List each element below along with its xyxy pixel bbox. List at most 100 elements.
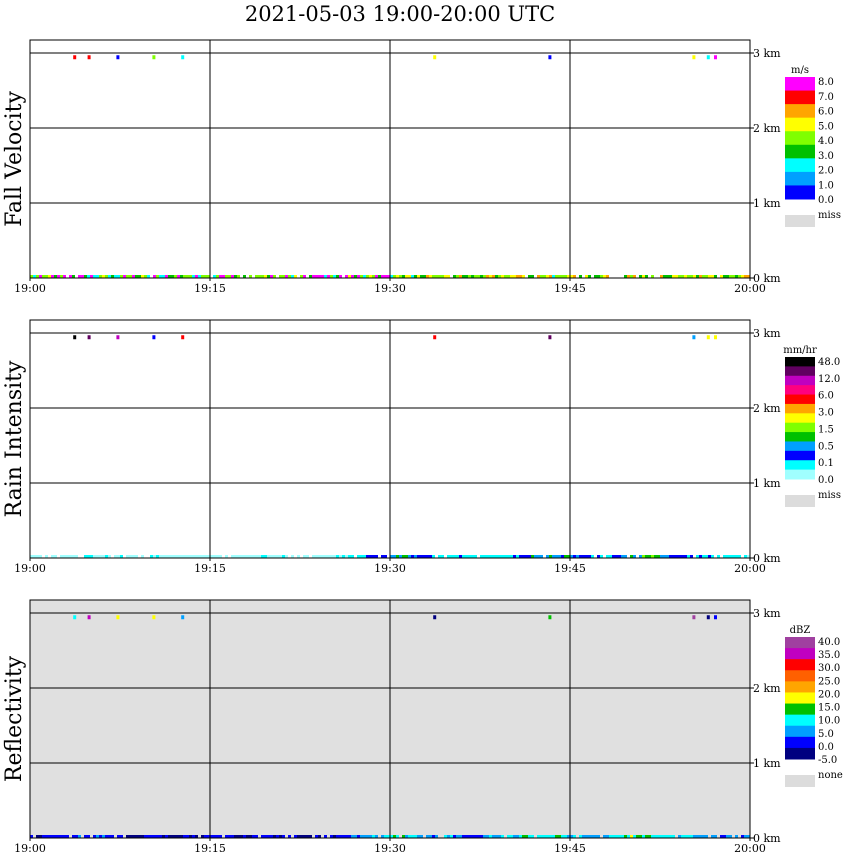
heatmap-cell <box>393 555 396 558</box>
heatmap-cell <box>702 835 705 838</box>
heatmap-cell <box>630 275 633 278</box>
heatmap-cell <box>174 835 177 838</box>
heatmap-cell <box>570 275 573 278</box>
heatmap-cell <box>144 275 147 278</box>
y-tick-label: 0 km <box>753 552 781 565</box>
heatmap-cell <box>231 555 234 558</box>
heatmap-cell <box>102 275 105 278</box>
heatmap-cell <box>255 275 258 278</box>
heatmap-cell <box>441 555 444 558</box>
heatmap-cell <box>183 835 186 838</box>
heatmap-cell <box>42 835 45 838</box>
colorbar-label: 20.0 <box>818 689 840 700</box>
colorbar-label: 35.0 <box>818 650 840 661</box>
colorbar-label: 5.0 <box>818 121 834 132</box>
heatmap-cell <box>744 275 747 278</box>
heatmap-cell <box>180 555 183 558</box>
heatmap-cell <box>450 555 453 558</box>
heatmap-cell <box>219 555 222 558</box>
heatmap-cell <box>525 555 528 558</box>
heatmap-cell <box>669 275 672 278</box>
heatmap-cell <box>585 835 588 838</box>
heatmap-cell <box>714 835 717 838</box>
heatmap-cell <box>426 835 429 838</box>
heatmap-cell <box>687 275 690 278</box>
heatmap-cell <box>117 275 120 278</box>
heatmap-cell <box>438 275 441 278</box>
heatmap-cell <box>396 835 399 838</box>
heatmap-cell <box>744 835 747 838</box>
heatmap-cell <box>444 275 447 278</box>
heatmap-cell <box>528 555 531 558</box>
heatmap-cell <box>414 555 417 558</box>
heatmap-cell <box>102 835 105 838</box>
heatmap-cell <box>645 835 648 838</box>
heatmap-cell <box>90 275 93 278</box>
heatmap-cell <box>114 555 117 558</box>
heatmap-cell <box>96 835 99 838</box>
heatmap-cell <box>333 275 336 278</box>
heatmap-cell <box>348 555 351 558</box>
heatmap-cell <box>63 275 66 278</box>
heatmap-cell <box>639 835 642 838</box>
heatmap-cell <box>303 275 306 278</box>
heatmap-cell <box>570 555 573 558</box>
heatmap-cell <box>192 835 195 838</box>
y-tick-label: 3 km <box>753 607 781 620</box>
heatmap-cell <box>210 555 213 558</box>
x-tick-label: 19:30 <box>374 562 406 575</box>
heatmap-cell <box>87 615 91 620</box>
colorbar-label: 25.0 <box>818 676 840 687</box>
heatmap-cell <box>447 835 450 838</box>
heatmap-cell <box>45 275 48 278</box>
heatmap-cell <box>321 555 324 558</box>
heatmap-cell <box>333 555 336 558</box>
heatmap-cell <box>198 555 201 558</box>
heatmap-cell <box>252 555 255 558</box>
colorbar-label: 7.0 <box>818 92 834 103</box>
heatmap-cell <box>522 555 525 558</box>
heatmap-cell <box>153 555 156 558</box>
colorbar-swatch <box>785 725 815 738</box>
heatmap-cell <box>693 275 696 278</box>
heatmap-cell <box>336 275 339 278</box>
heatmap-cell <box>507 555 510 558</box>
heatmap-cell <box>201 555 204 558</box>
heatmap-cell <box>309 835 312 838</box>
heatmap-cell <box>363 555 366 558</box>
heatmap-cell <box>135 555 138 558</box>
heatmap-cell <box>240 555 243 558</box>
heatmap-cell <box>111 835 114 838</box>
heatmap-cell <box>213 835 216 838</box>
heatmap-cell <box>624 835 627 838</box>
heatmap-cell <box>135 275 138 278</box>
heatmap-cell <box>711 835 714 838</box>
heatmap-cell <box>273 835 276 838</box>
heatmap-cell <box>345 275 348 278</box>
heatmap-cell <box>84 555 87 558</box>
heatmap-cell <box>510 555 513 558</box>
heatmap-cell <box>111 275 114 278</box>
heatmap-cell <box>171 275 174 278</box>
heatmap-cell <box>645 275 648 278</box>
heatmap-cell <box>420 555 423 558</box>
heatmap-cell <box>195 835 198 838</box>
heatmap-cell <box>42 275 45 278</box>
heatmap-cell <box>537 275 540 278</box>
heatmap-cell <box>726 275 729 278</box>
heatmap-cell <box>621 835 624 838</box>
heatmap-cell <box>123 275 126 278</box>
heatmap-cell <box>348 275 351 278</box>
heatmap-cell <box>408 275 411 278</box>
heatmap-cell <box>531 555 534 558</box>
heatmap-cell <box>555 275 558 278</box>
colorbar-label: 40.0 <box>818 637 840 648</box>
heatmap-cell <box>306 835 309 838</box>
heatmap-cell <box>141 275 144 278</box>
x-tick-label: 19:45 <box>554 562 586 575</box>
heatmap-cell <box>450 835 453 838</box>
heatmap-cell <box>366 835 369 838</box>
heatmap-cell <box>63 555 66 558</box>
heatmap-cell <box>729 275 732 278</box>
x-tick-label: 19:45 <box>554 282 586 295</box>
